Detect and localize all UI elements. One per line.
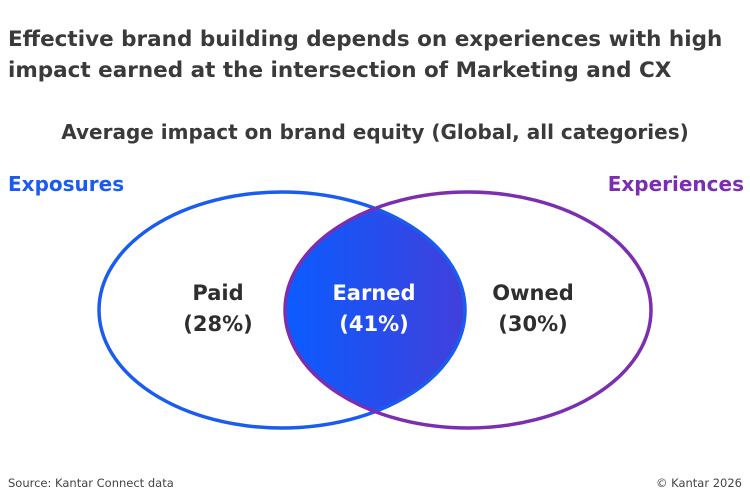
owned-value: (30%) bbox=[498, 312, 567, 336]
earned-value: (41%) bbox=[339, 312, 408, 336]
headline: Effective brand building depends on expe… bbox=[8, 24, 744, 86]
copyright-note: © Kantar 2026 bbox=[655, 476, 742, 490]
experiences-circle bbox=[283, 190, 653, 430]
exposures-label: Exposures bbox=[8, 172, 125, 196]
headline-line-1: Effective brand building depends on expe… bbox=[8, 27, 723, 52]
exposures-circle bbox=[97, 190, 467, 430]
source-note: Source: Kantar Connect data bbox=[8, 476, 174, 490]
paid-label: Paid bbox=[192, 281, 243, 305]
diagram-subtitle: Average impact on brand equity (Global, … bbox=[61, 120, 689, 144]
earned-overlap-region bbox=[285, 192, 465, 428]
earned-label: Earned bbox=[332, 281, 415, 305]
paid-value: (28%) bbox=[183, 312, 252, 336]
experiences-label: Experiences bbox=[607, 172, 744, 196]
owned-label: Owned bbox=[492, 281, 573, 305]
headline-line-2: impact earned at the intersection of Mar… bbox=[8, 58, 672, 83]
